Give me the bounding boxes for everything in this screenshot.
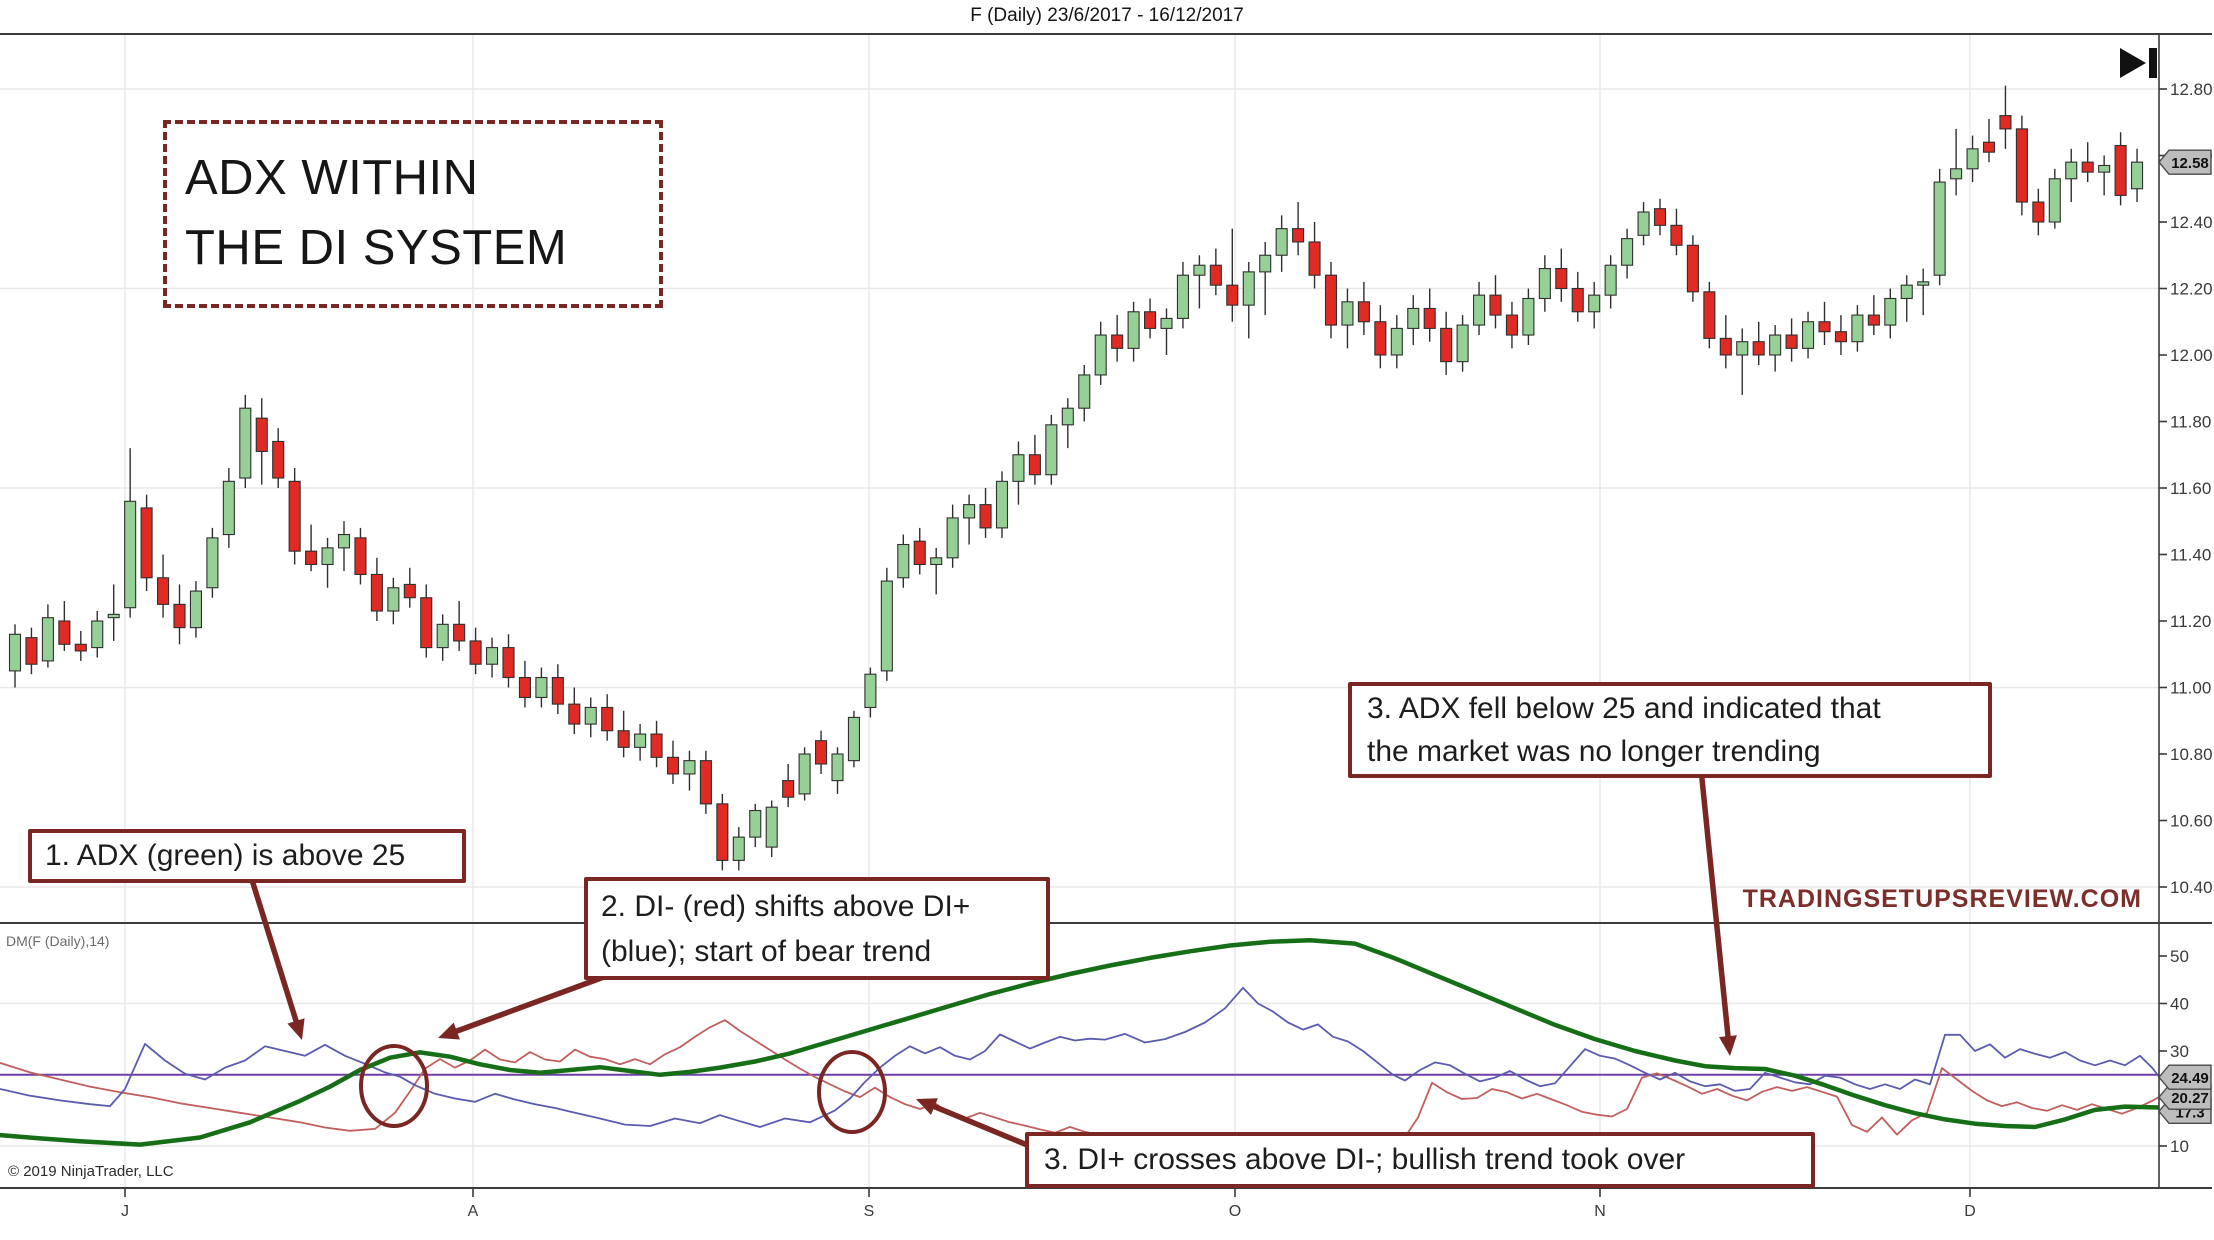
svg-text:10: 10: [2170, 1137, 2189, 1156]
watermark-tradingsetupsreview: TRADINGSETUPSREVIEW.COM: [1742, 885, 2142, 913]
copyright-ninjatrader: © 2019 NinjaTrader, LLC: [8, 1163, 174, 1180]
last-price-marker: 12.58: [2158, 149, 2212, 175]
svg-text:24.49: 24.49: [2171, 1070, 2209, 1087]
callout-adx-title: ADX WITHIN THE DI SYSTEM: [163, 120, 663, 308]
svg-text:20.27: 20.27: [2171, 1090, 2209, 1107]
arrowhead-1: [287, 1018, 305, 1040]
svg-text:12.00: 12.00: [2170, 346, 2213, 365]
svg-text:40: 40: [2170, 995, 2189, 1014]
svg-text:30: 30: [2170, 1042, 2189, 1061]
annotation-adx-fell-below-25: 3. ADX fell below 25 and indicated that …: [1348, 682, 1992, 778]
adx-line: [0, 938, 2159, 1147]
indicator-axis[interactable]: 5040302010: [2159, 947, 2189, 1156]
svg-text:11.60: 11.60: [2170, 479, 2211, 498]
svg-text:12.80: 12.80: [2170, 80, 2213, 99]
svg-text:10.80: 10.80: [2170, 745, 2213, 764]
svg-text:O: O: [1229, 1203, 1241, 1220]
annotation-adx-above-25: 1. ADX (green) is above 25: [28, 829, 466, 883]
di-plus-line: [0, 986, 2159, 1128]
crossover-circle-1: [359, 1044, 429, 1128]
indicator-label: DM(F (Daily),14): [6, 933, 110, 949]
svg-text:50: 50: [2170, 947, 2189, 966]
svg-text:N: N: [1594, 1203, 1606, 1220]
annotation-di-plus-cross: 3. DI+ crosses above DI-; bullish trend …: [1025, 1132, 1815, 1188]
svg-text:12.40: 12.40: [2170, 213, 2213, 232]
chart-title: F (Daily) 23/6/2017 - 16/12/2017: [970, 5, 1244, 26]
callout-line-2: THE DI SYSTEM: [185, 221, 568, 275]
annotation-overlays: [249, 776, 1737, 1155]
price-axis[interactable]: 12.8012.6012.4012.2012.0011.8011.6011.40…: [2159, 80, 2213, 897]
candlesticks: [8, 85, 2144, 871]
crossover-circle-2: [817, 1050, 887, 1134]
svg-text:11.00: 11.00: [2170, 679, 2211, 698]
arrowhead-4: [916, 1098, 938, 1115]
svg-text:J: J: [121, 1203, 129, 1220]
arrowhead-2: [438, 1022, 460, 1040]
annotation-di-minus-shift: 2. DI- (red) shifts above DI+ (blue); st…: [584, 877, 1050, 980]
indicator-lines: [0, 938, 2159, 1148]
svg-text:A: A: [468, 1203, 479, 1220]
di-plus-value-marker: 24.49: [2158, 1064, 2212, 1090]
arrowhead-3: [1719, 1035, 1737, 1056]
panel-borders: [0, 33, 2212, 1189]
go-to-end-icon[interactable]: [2120, 48, 2157, 78]
svg-text:D: D: [1964, 1203, 1976, 1220]
svg-text:10.40: 10.40: [2170, 878, 2213, 897]
di-minus-value-marker: 20.27: [2158, 1084, 2212, 1110]
svg-text:10.60: 10.60: [2170, 812, 2213, 831]
callout-line-1: ADX WITHIN: [185, 151, 479, 206]
svg-text:S: S: [864, 1203, 875, 1220]
svg-text:11.80: 11.80: [2170, 413, 2211, 432]
svg-text:11.20: 11.20: [2170, 612, 2211, 631]
svg-text:12.20: 12.20: [2170, 280, 2213, 299]
svg-text:11.40: 11.40: [2170, 546, 2211, 565]
svg-text:12.58: 12.58: [2171, 155, 2209, 172]
